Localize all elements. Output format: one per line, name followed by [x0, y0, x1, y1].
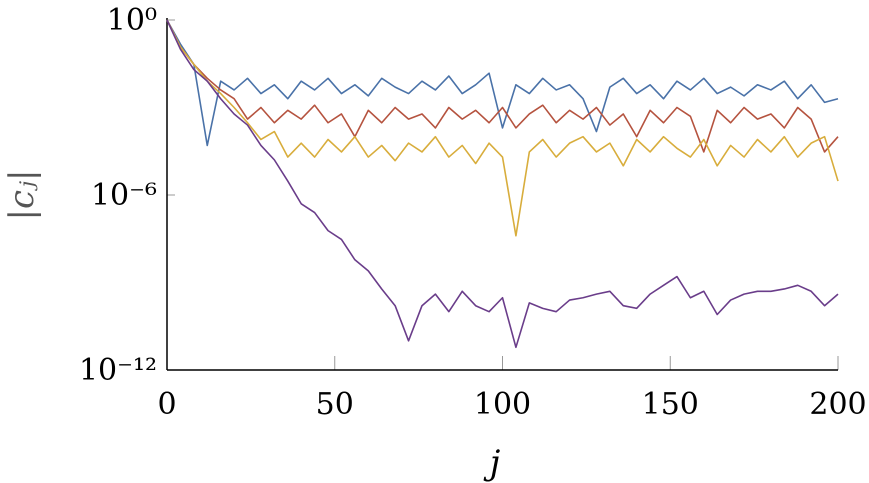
- y-tick-label: 10⁰: [107, 3, 157, 38]
- y-tick-label: 10⁻¹²: [79, 353, 157, 388]
- x-tick-label: 50: [316, 387, 354, 422]
- y-axis-label: |cⱼ|: [2, 170, 42, 221]
- x-tick-label: 150: [642, 387, 699, 422]
- x-tick-label: 100: [474, 387, 531, 422]
- data-line: [166, 19, 839, 349]
- x-tick-label: 200: [809, 387, 866, 422]
- data-line: [166, 19, 839, 147]
- x-tick-label: 0: [157, 387, 176, 422]
- data-line: [166, 19, 839, 153]
- y-tick-label: 10⁻⁶: [91, 178, 157, 213]
- data-line: [166, 19, 839, 237]
- x-axis-label: j: [483, 443, 501, 483]
